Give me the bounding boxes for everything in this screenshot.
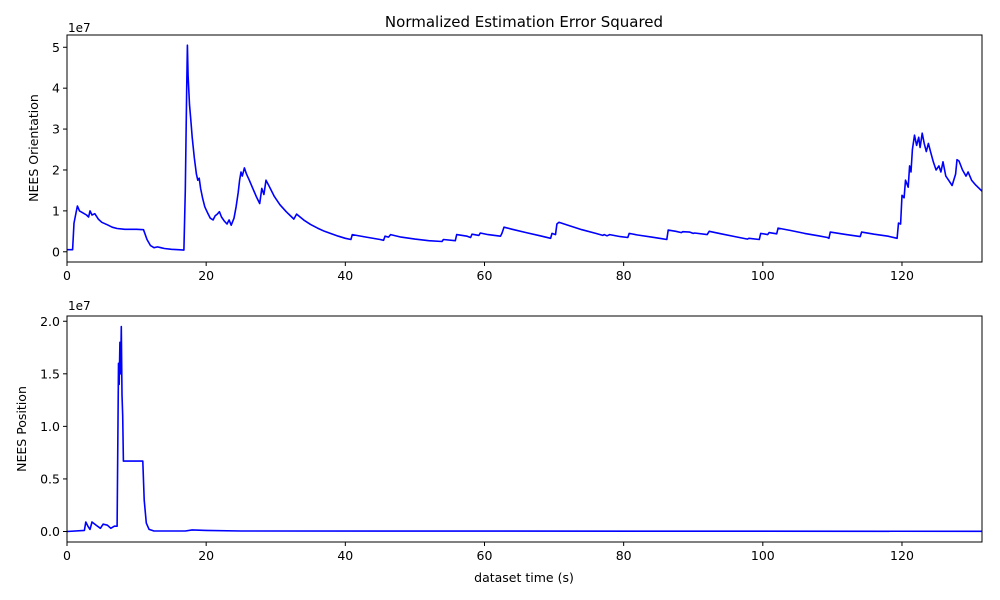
- x-tick-label: 80: [616, 548, 632, 563]
- y-tick-label: 0: [52, 244, 60, 259]
- y-axis-label: NEES Position: [14, 386, 29, 472]
- x-tick-label: 80: [616, 268, 632, 283]
- y-tick-label: 1: [52, 203, 60, 218]
- nees-orientation-line: [67, 44, 983, 251]
- y-tick-label: 0.5: [40, 471, 60, 486]
- y-tick-label: 0.0: [40, 524, 60, 539]
- y-axis-label: NEES Orientation: [26, 94, 41, 202]
- x-tick-label: 40: [337, 268, 353, 283]
- chart-title: Normalized Estimation Error Squared: [385, 13, 663, 31]
- y-tick-label: 2: [52, 162, 60, 177]
- nees-position-line: [66, 325, 983, 533]
- tick-group: 0 20 40 60 80 100 120 0 1 2 3 4 5: [52, 40, 914, 283]
- y-offset-label: 1e7: [68, 299, 91, 313]
- x-tick-label: 0: [63, 268, 71, 283]
- y-tick-label: 1.5: [40, 366, 60, 381]
- plot-frame: [66, 315, 983, 543]
- x-tick-label: 120: [890, 268, 914, 283]
- x-tick-label: 20: [198, 268, 214, 283]
- y-tick-label: 1.0: [40, 419, 60, 434]
- x-tick-label: 20: [198, 548, 214, 563]
- tick-group: 0 20 40 60 80 100 120 0.0 0.5 1.0 1.5 2.0: [40, 314, 914, 563]
- position-subplot: 1e7 NEES Position dataset time (s) 0 20 40…: [14, 299, 983, 585]
- y-offset-label: 1e7: [68, 21, 91, 35]
- x-tick-label: 100: [751, 268, 775, 283]
- orientation-subplot: Normalized Estimation Error Squared 1e7 …: [26, 13, 983, 283]
- x-tick-label: 0: [63, 548, 71, 563]
- x-tick-label: 60: [477, 268, 493, 283]
- y-tick-label: 5: [52, 40, 60, 55]
- y-tick-label: 4: [52, 81, 60, 96]
- x-tick-label: 120: [890, 548, 914, 563]
- x-tick-label: 60: [477, 548, 493, 563]
- plot-frame: [66, 34, 983, 263]
- x-tick-label: 40: [337, 548, 353, 563]
- x-axis-label: dataset time (s): [474, 570, 574, 585]
- x-tick-label: 100: [751, 548, 775, 563]
- y-tick-label: 2.0: [40, 314, 60, 329]
- y-tick-label: 3: [52, 122, 60, 137]
